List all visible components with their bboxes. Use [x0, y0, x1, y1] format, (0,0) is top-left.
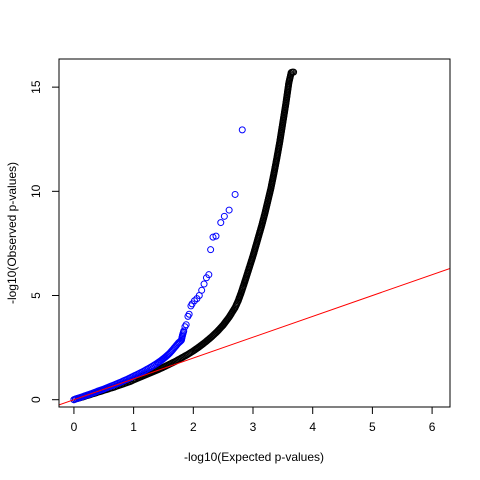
x-tick-label: 4: [309, 420, 316, 434]
series-layer: [59, 68, 450, 406]
data-point: [290, 68, 298, 76]
x-tick-label: 3: [250, 420, 257, 434]
reference-line: [59, 267, 450, 406]
data-point: [220, 212, 228, 220]
x-tick-label: 5: [369, 420, 376, 434]
data-point: [212, 232, 220, 240]
data-point: [198, 286, 206, 294]
y-tick-label: 15: [29, 80, 43, 94]
data-point: [185, 310, 193, 318]
data-point: [207, 246, 215, 254]
series-1: [70, 126, 246, 404]
y-tick-label: 10: [29, 184, 43, 198]
data-point: [205, 271, 213, 279]
data-point: [225, 206, 233, 214]
data-point: [217, 219, 225, 227]
y-tick-label: 5: [29, 292, 43, 299]
y-axis: 0 5 10 15: [29, 80, 60, 403]
data-point: [191, 297, 199, 305]
data-point: [180, 327, 188, 335]
y-axis-title: -log10(Observed p-values): [5, 162, 19, 304]
data-point: [231, 190, 239, 198]
x-tick-label: 1: [130, 420, 137, 434]
x-axis: 0 1 2 3 4 5 6: [71, 406, 436, 434]
x-tick-label: 0: [71, 420, 78, 434]
data-point: [182, 321, 190, 329]
x-axis-title: -log10(Expected p-values): [184, 450, 324, 464]
x-tick-label: 2: [190, 420, 197, 434]
x-tick-label: 6: [429, 420, 436, 434]
y-tick-label: 0: [29, 396, 43, 403]
series-2: [59, 267, 450, 406]
data-point: [209, 233, 217, 241]
data-point: [200, 280, 208, 288]
data-point: [238, 126, 246, 134]
